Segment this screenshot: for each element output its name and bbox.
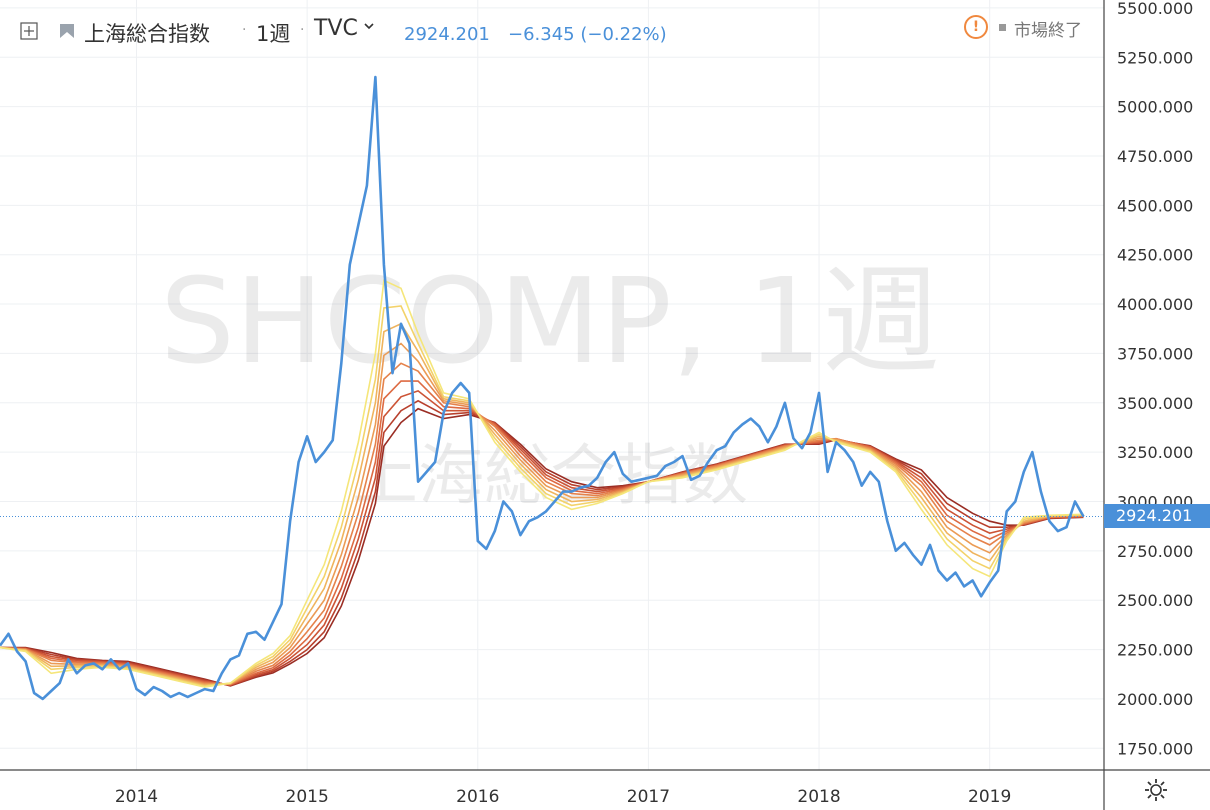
separator-dot: · xyxy=(300,22,305,38)
gear-icon[interactable] xyxy=(1144,778,1168,802)
y-tick-label: 2250.000 xyxy=(1117,641,1193,660)
y-tick-label: 2000.000 xyxy=(1117,690,1193,709)
price-change: −6.345 (−0.22%) xyxy=(508,24,667,45)
y-tick-label: 5500.000 xyxy=(1117,0,1193,18)
ema-line-5 xyxy=(0,362,1084,686)
y-tick-label: 1750.000 xyxy=(1117,739,1193,758)
y-tick-label: 4000.000 xyxy=(1117,295,1193,314)
legend: 上海総合指数 · 1週 · TVC 2924.201 −6.345 (−0.22… xyxy=(0,0,1100,66)
x-tick-label: 2018 xyxy=(797,787,840,807)
watermark-main: SHCOMP, 1週 xyxy=(160,252,940,390)
series-layer xyxy=(0,75,1104,701)
watermark: SHCOMP, 1週 上海総合指数 xyxy=(160,252,940,514)
flag-icon[interactable] xyxy=(58,22,76,40)
x-tick-label: 2015 xyxy=(286,787,329,807)
market-status: 市場終了 xyxy=(1014,21,1082,41)
symbol-name[interactable]: 上海総合指数 xyxy=(84,22,210,46)
y-tick-label: 4250.000 xyxy=(1117,246,1193,265)
add-icon[interactable] xyxy=(20,22,38,40)
alert-icon[interactable]: ! xyxy=(964,15,988,39)
y-tick-label: 3750.000 xyxy=(1117,344,1193,363)
x-tick-label: 2016 xyxy=(456,787,499,807)
y-tick-label: 2750.000 xyxy=(1117,542,1193,561)
x-tick-label: 2019 xyxy=(968,787,1011,807)
chevron-down-icon[interactable] xyxy=(363,20,375,35)
ema-line-7 xyxy=(0,390,1084,686)
y-tick-label: 5250.000 xyxy=(1117,48,1193,67)
source-label[interactable]: TVC xyxy=(314,16,358,41)
price-tag: 2924.201 xyxy=(1104,504,1210,529)
ema-line-6 xyxy=(0,380,1084,686)
status-square-icon xyxy=(999,24,1006,31)
price-line xyxy=(0,75,1085,701)
separator-dot: · xyxy=(242,22,247,38)
y-tick-label: 2500.000 xyxy=(1117,591,1193,610)
x-tick-label: 2014 xyxy=(115,787,158,807)
y-tick-label: 3500.000 xyxy=(1117,394,1193,413)
last-price: 2924.201 xyxy=(404,24,490,45)
interval-label[interactable]: 1週 xyxy=(256,22,291,46)
grid xyxy=(0,0,1104,770)
y-tick-label: 5000.000 xyxy=(1117,98,1193,117)
y-tick-label: 4750.000 xyxy=(1117,147,1193,166)
y-tick-label: 4500.000 xyxy=(1117,196,1193,215)
ema-line-1 xyxy=(0,279,1084,688)
y-tick-label: 3250.000 xyxy=(1117,443,1193,462)
x-tick-label: 2017 xyxy=(627,787,670,807)
